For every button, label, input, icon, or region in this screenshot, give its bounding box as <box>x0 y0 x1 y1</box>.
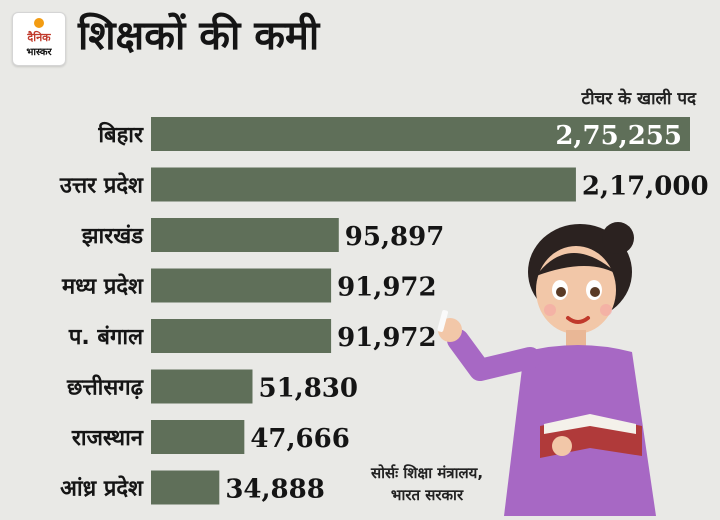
category-label: आंध्र प्रदेश <box>60 475 144 502</box>
bars <box>151 117 690 505</box>
category-label: झारखंड <box>81 224 144 249</box>
brand-logo: दैनिक भास्कर <box>12 12 66 66</box>
value-label: 95,897 <box>345 222 445 252</box>
bar <box>151 117 690 151</box>
value-label: 2,17,000 <box>582 172 709 202</box>
brand-logo-line2: भास्कर <box>26 47 52 58</box>
bar <box>151 319 332 353</box>
category-label: राजस्थान <box>71 426 144 451</box>
bar <box>151 470 220 505</box>
value-labels: 2,75,255 2,17,000 95,897 91,972 91,972 51,830… <box>225 121 708 505</box>
source-line-1: सोर्सः शिक्षा मंत्रालय, <box>370 464 484 482</box>
value-label: 91,972 <box>337 323 437 353</box>
bar <box>151 167 576 202</box>
sun-icon <box>34 18 44 28</box>
brand-logo-art: दैनिक भास्कर <box>26 18 53 58</box>
category-label: छत्तीसगढ़ <box>66 374 145 401</box>
page-title: शिक्षकों की कमी <box>78 13 320 59</box>
value-label: 51,830 <box>258 374 358 404</box>
value-label: 47,666 <box>250 424 350 454</box>
source-note: सोर्सः शिक्षा मंत्रालय, भारत सरकार <box>352 462 502 506</box>
bar <box>151 420 245 454</box>
value-label: 91,972 <box>337 273 437 303</box>
teacher-figure <box>437 222 656 516</box>
category-label: बिहार <box>97 121 144 148</box>
teacher-illustration <box>420 220 680 520</box>
bar <box>151 369 253 404</box>
category-label: उत्तर प्रदेश <box>59 172 144 199</box>
bar <box>151 218 339 252</box>
category-label: मध्य प्रदेश <box>61 273 144 300</box>
category-labels: बिहार उत्तर प्रदेश झारखंड मध्य प्रदेश प. बंग… <box>59 121 145 502</box>
category-label: प. बंगाल <box>68 325 144 350</box>
source-line-2: भारत सरकार <box>390 486 464 504</box>
brand-logo-line1: दैनिक <box>26 30 51 44</box>
value-label: 34,888 <box>225 475 325 505</box>
bar <box>151 268 332 303</box>
legend-label: टीचर के खाली पद <box>581 89 696 109</box>
value-label: 2,75,255 <box>555 121 682 151</box>
